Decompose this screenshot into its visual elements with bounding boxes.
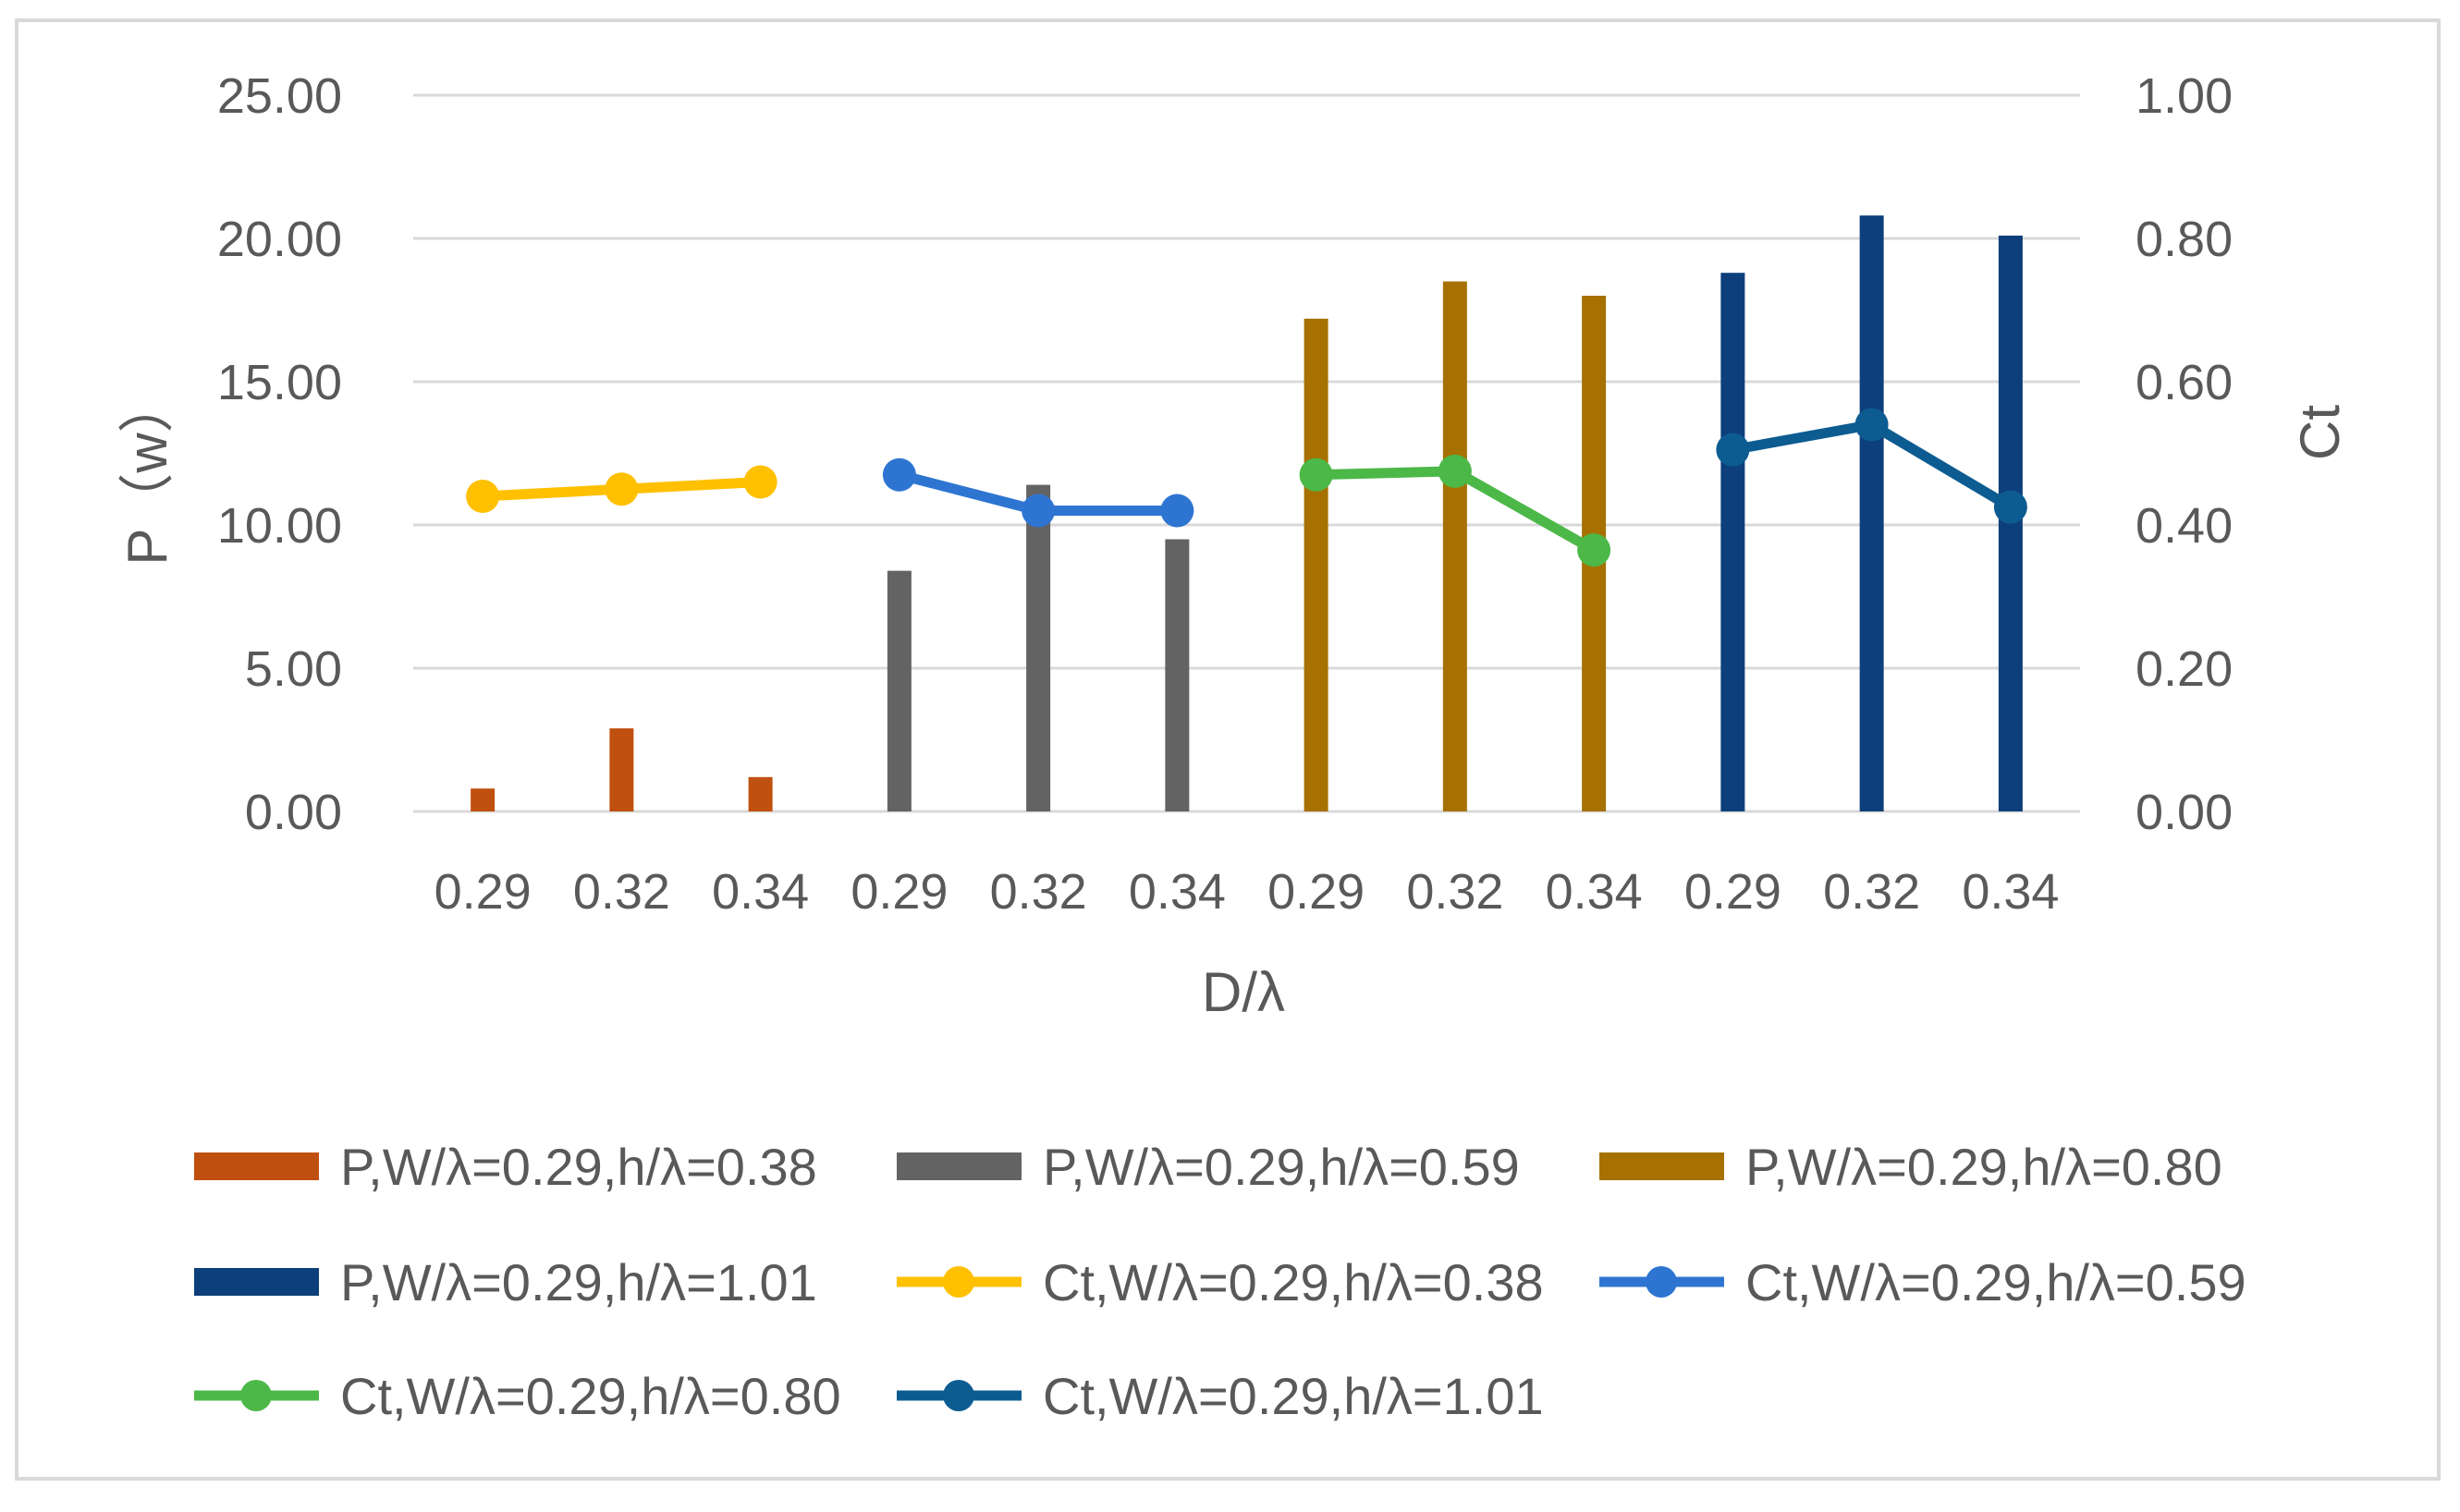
left-tick-label: 25.00 [217, 68, 342, 124]
bar [1165, 539, 1190, 811]
legend-label: P,W/λ=0.29,h/λ=0.38 [340, 1138, 817, 1196]
bar [1859, 215, 1884, 811]
left-tick-label: 5.00 [245, 641, 342, 697]
legend-label: Ct,W/λ=0.29,h/λ=0.38 [1043, 1253, 1544, 1311]
x-axis-title: D/λ [1202, 961, 1285, 1023]
legend-item: P,W/λ=0.29,h/λ=0.38 [194, 1138, 817, 1196]
line-point [605, 472, 639, 506]
line-point [743, 465, 777, 499]
line-point [1854, 408, 1889, 442]
legend-marker [1646, 1266, 1677, 1298]
x-tick-label: 0.32 [1406, 864, 1503, 920]
bar [1026, 484, 1051, 811]
x-tick-label: 0.29 [1267, 864, 1365, 920]
line-point [1160, 494, 1194, 528]
chart-border [15, 18, 2441, 1481]
x-axis-ticks: 0.29 0.32 0.34 0.29 0.32 0.34 0.29 0.32 0.34 0.29… [434, 864, 2060, 920]
bar [748, 776, 773, 811]
legend-label: Ct,W/λ=0.29,h/λ=1.01 [1043, 1367, 1544, 1425]
right-tick-label: 0.60 [2136, 355, 2233, 410]
legend-swatch [897, 1152, 1022, 1180]
line-point [882, 457, 916, 492]
series-lines [466, 408, 2027, 567]
left-tick-label: 10.00 [217, 498, 342, 554]
legend-item: P,W/λ=0.29,h/λ=0.59 [897, 1138, 1520, 1196]
x-tick-label: 0.29 [851, 864, 948, 920]
x-tick-label: 0.32 [573, 864, 670, 920]
bar [609, 728, 634, 811]
legend-label: Ct,W/λ=0.29,h/λ=0.80 [340, 1367, 841, 1425]
right-axis-ticks: 0.00 0.20 0.40 0.60 0.80 1.00 [2136, 68, 2233, 840]
gridlines [413, 93, 2080, 813]
legend-marker [943, 1266, 974, 1298]
line-point [1577, 533, 1611, 567]
legend: P,W/λ=0.29,h/λ=0.38 P,W/λ=0.29,h/λ=0.59 P,… [194, 1138, 2246, 1425]
line-point [1299, 457, 1333, 492]
legend-swatch [1599, 1152, 1724, 1180]
right-tick-label: 0.40 [2136, 498, 2233, 554]
line-point [1993, 490, 2027, 524]
bar [887, 570, 912, 811]
x-tick-label: 0.34 [1962, 864, 2059, 920]
legend-marker [240, 1380, 272, 1411]
left-tick-label: 20.00 [217, 212, 342, 267]
legend-item: Ct,W/λ=0.29,h/λ=1.01 [897, 1367, 1544, 1425]
right-tick-label: 0.20 [2136, 641, 2233, 697]
legend-item: P,W/λ=0.29,h/λ=1.01 [194, 1253, 817, 1311]
x-tick-label: 0.32 [1823, 864, 1920, 920]
left-axis-title: P（w） [116, 377, 178, 565]
x-tick-label: 0.32 [990, 864, 1087, 920]
legend-marker [943, 1380, 974, 1411]
left-tick-label: 0.00 [245, 785, 342, 840]
bar [1720, 273, 1745, 811]
legend-swatch [194, 1152, 319, 1180]
line-point [1022, 494, 1056, 528]
left-axis-ticks: 0.00 5.00 10.00 15.00 20.00 25.00 [217, 68, 342, 840]
legend-item: Ct,W/λ=0.29,h/λ=0.59 [1599, 1253, 2246, 1311]
legend-item: Ct,W/λ=0.29,h/λ=0.38 [897, 1253, 1544, 1311]
right-tick-label: 1.00 [2136, 68, 2233, 124]
x-tick-label: 0.34 [1129, 864, 1226, 920]
x-tick-label: 0.34 [712, 864, 809, 920]
bar [1442, 281, 1467, 811]
x-tick-label: 0.34 [1546, 864, 1643, 920]
line-point [466, 480, 500, 513]
x-tick-label: 0.29 [434, 864, 532, 920]
left-tick-label: 15.00 [217, 355, 342, 410]
legend-label: P,W/λ=0.29,h/λ=0.59 [1043, 1138, 1520, 1196]
right-axis-title: Ct [2289, 405, 2351, 460]
x-tick-label: 0.29 [1684, 864, 1781, 920]
legend-swatch [194, 1268, 319, 1296]
bar [471, 788, 496, 811]
bar [1303, 318, 1328, 811]
legend-item: P,W/λ=0.29,h/λ=0.80 [1599, 1138, 2222, 1196]
right-tick-label: 0.80 [2136, 212, 2233, 267]
legend-label: Ct,W/λ=0.29,h/λ=0.59 [1745, 1253, 2246, 1311]
legend-item: Ct,W/λ=0.29,h/λ=0.80 [194, 1367, 841, 1425]
legend-label: P,W/λ=0.29,h/λ=1.01 [340, 1253, 817, 1311]
line-point [1716, 433, 1750, 467]
line-point [1438, 454, 1472, 488]
right-tick-label: 0.00 [2136, 785, 2233, 840]
legend-label: P,W/λ=0.29,h/λ=0.80 [1745, 1138, 2222, 1196]
